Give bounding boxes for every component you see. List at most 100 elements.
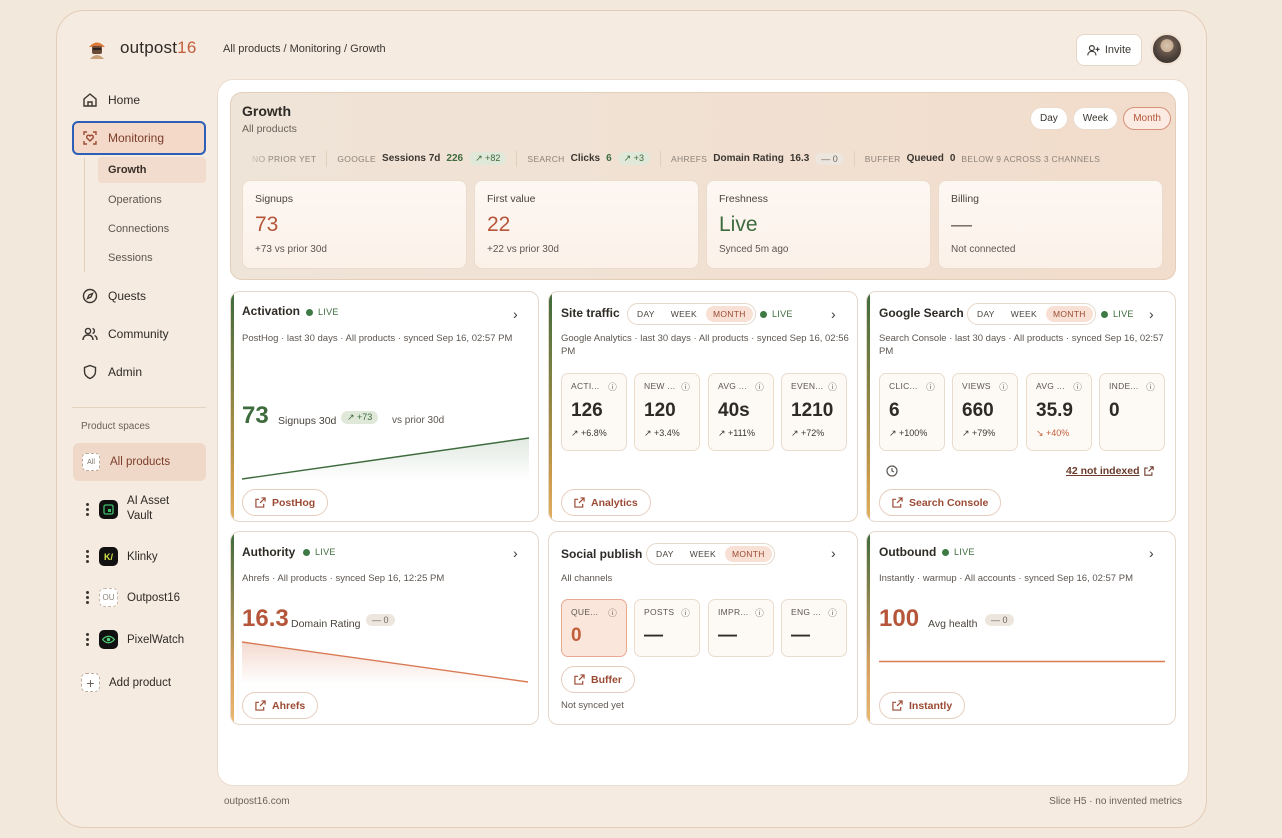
delta-badge: — 0 [366, 614, 395, 626]
info-icon[interactable]: ⓘ [926, 382, 935, 392]
metric-label: Domain Rating [291, 618, 361, 630]
product-item[interactable]: OU Outpost16 [84, 588, 206, 607]
tab-week[interactable]: WEEK [670, 309, 697, 319]
metric-tile[interactable]: IMPR... ⓘ — [708, 599, 774, 657]
kpi-first-value[interactable]: First value 22 +22 vs prior 30d [474, 180, 699, 269]
tab-week[interactable]: WEEK [689, 549, 716, 559]
metric-value: 16.3 [242, 605, 289, 632]
brand-logo[interactable]: outpost16 [84, 35, 196, 61]
add-product-button[interactable]: + Add product [81, 673, 203, 692]
ticker-label: Queued [906, 153, 944, 164]
chevron-right-icon[interactable]: › [513, 306, 518, 322]
tile-delta: ↗ +100% [889, 428, 928, 438]
tab-day[interactable]: DAY [977, 309, 995, 319]
metric-tile[interactable]: AVG ... ⓘ 35.9 ↘ +40% [1026, 373, 1092, 451]
card-google-search: Google Search DAY WEEK MONTH LIVE › Sear… [866, 291, 1176, 522]
range-month[interactable]: Month [1123, 107, 1171, 130]
metric-tile[interactable]: INDE... ⓘ 0 [1099, 373, 1165, 451]
chevron-right-icon[interactable]: › [831, 545, 836, 561]
not-indexed-link[interactable]: 42 not indexed [1066, 465, 1154, 477]
info-icon[interactable]: ⓘ [1073, 382, 1082, 392]
domain-rating-sparkline [242, 641, 529, 684]
metric-tile[interactable]: ACTI... ⓘ 126 ↗ +6.8% [561, 373, 627, 451]
range-day[interactable]: Day [1030, 107, 1068, 130]
add-user-icon [1087, 44, 1100, 55]
chevron-right-icon[interactable]: › [513, 545, 518, 561]
metric-tile[interactable]: VIEWS ⓘ 660 ↗ +79% [952, 373, 1018, 451]
metric-tile[interactable]: NEW ... ⓘ 120 ↗ +3.4% [634, 373, 700, 451]
more-vertical-icon[interactable] [84, 591, 90, 604]
clock-icon [886, 464, 898, 482]
search-console-button[interactable]: Search Console [879, 489, 1002, 516]
tab-month[interactable]: MONTH [1045, 306, 1093, 322]
kpi-value: 22 [487, 213, 511, 236]
buffer-button[interactable]: Buffer [561, 666, 635, 693]
nav-monitoring[interactable]: Monitoring [72, 121, 206, 155]
info-icon[interactable]: ⓘ [999, 382, 1008, 392]
ticker-item[interactable]: AHREFS Domain Rating 16.3 — 0 [661, 150, 855, 167]
user-avatar[interactable] [1151, 33, 1183, 65]
metric-tile[interactable]: ENG ... ⓘ — [781, 599, 847, 657]
metric-tile[interactable]: EVEN... ⓘ 1210 ↗ +72% [781, 373, 847, 451]
chevron-right-icon[interactable]: › [831, 306, 836, 322]
ticker-item[interactable]: GOOGLE Sessions 7d 226 ↗ +82 [327, 150, 518, 167]
ticker-item[interactable]: SEARCH Clicks 6 ↗ +3 [517, 150, 661, 167]
nav-admin[interactable]: Admin [72, 355, 206, 389]
info-icon[interactable]: ⓘ [1146, 382, 1155, 392]
subnav-connections[interactable]: Connections [108, 223, 170, 235]
nav-community[interactable]: Community [72, 317, 206, 351]
product-item[interactable]: PixelWatch [84, 630, 206, 649]
info-icon[interactable]: ⓘ [755, 608, 764, 618]
product-item[interactable]: AI Asset Vault [84, 494, 206, 524]
metric-tile[interactable]: CLIC... ⓘ 6 ↗ +100% [879, 373, 945, 451]
ahrefs-button[interactable]: Ahrefs [242, 692, 319, 719]
more-vertical-icon[interactable] [84, 633, 90, 646]
chevron-right-icon[interactable]: › [1149, 545, 1154, 561]
kpi-signups[interactable]: Signups 73 +73 vs prior 30d [242, 180, 467, 269]
info-icon[interactable]: ⓘ [681, 382, 690, 392]
info-icon[interactable]: ⓘ [608, 382, 617, 392]
chevron-right-icon[interactable]: › [1149, 306, 1154, 322]
product-all[interactable]: All All products [73, 443, 206, 481]
nav-home[interactable]: Home [72, 83, 206, 117]
metric-tile[interactable]: POSTS ⓘ — [634, 599, 700, 657]
footer-site-link[interactable]: outpost16.com [224, 796, 290, 807]
subnav-operations[interactable]: Operations [108, 194, 162, 206]
tab-month[interactable]: MONTH [724, 546, 772, 562]
info-icon[interactable]: ⓘ [755, 382, 764, 392]
metric-tile[interactable]: AVG ... ⓘ 40s ↗ +111% [708, 373, 774, 451]
instantly-button[interactable]: Instantly [879, 692, 966, 719]
kpi-freshness[interactable]: Freshness Live Synced 5m ago [706, 180, 931, 269]
more-vertical-icon[interactable] [84, 502, 90, 516]
posthog-button[interactable]: PostHog [242, 489, 329, 516]
ticker-item[interactable]: BUFFER Queued 0 BELOW 9 ACROSS 3 CHANNEL… [855, 151, 1110, 167]
kpi-billing[interactable]: Billing — Not connected [938, 180, 1163, 269]
subnav-sessions[interactable]: Sessions [108, 252, 153, 264]
info-icon[interactable]: ⓘ [828, 608, 837, 618]
info-icon[interactable]: ⓘ [608, 608, 617, 618]
subnav-growth[interactable]: Growth [98, 157, 206, 183]
external-link-icon [255, 700, 266, 711]
info-icon[interactable]: ⓘ [681, 608, 690, 618]
tab-month[interactable]: MONTH [705, 306, 753, 322]
nav-quests-label: Quests [108, 289, 147, 303]
tab-week[interactable]: WEEK [1010, 309, 1037, 319]
info-icon[interactable]: ⓘ [828, 382, 837, 392]
card-accent-bar [231, 292, 234, 521]
kpi-sub: +73 vs prior 30d [255, 244, 327, 255]
tab-day[interactable]: DAY [656, 549, 674, 559]
card-title: Activation [242, 304, 301, 318]
product-item[interactable]: K/ Klinky [84, 547, 206, 566]
tab-day[interactable]: DAY [637, 309, 655, 319]
analytics-button[interactable]: Analytics [561, 489, 651, 516]
range-week[interactable]: Week [1072, 107, 1119, 130]
more-vertical-icon[interactable] [84, 550, 90, 563]
tile-value: — [791, 625, 810, 646]
metric-tile[interactable]: QUE... ⓘ 0 [561, 599, 627, 657]
invite-button[interactable]: Invite [1076, 34, 1142, 66]
tile-value: 6 [889, 400, 900, 421]
nav-quests[interactable]: Quests [72, 279, 206, 313]
tile-value: 660 [962, 400, 994, 421]
kpi-value: 73 [255, 213, 279, 236]
ticker-delta: ↗ +82 [469, 152, 507, 165]
